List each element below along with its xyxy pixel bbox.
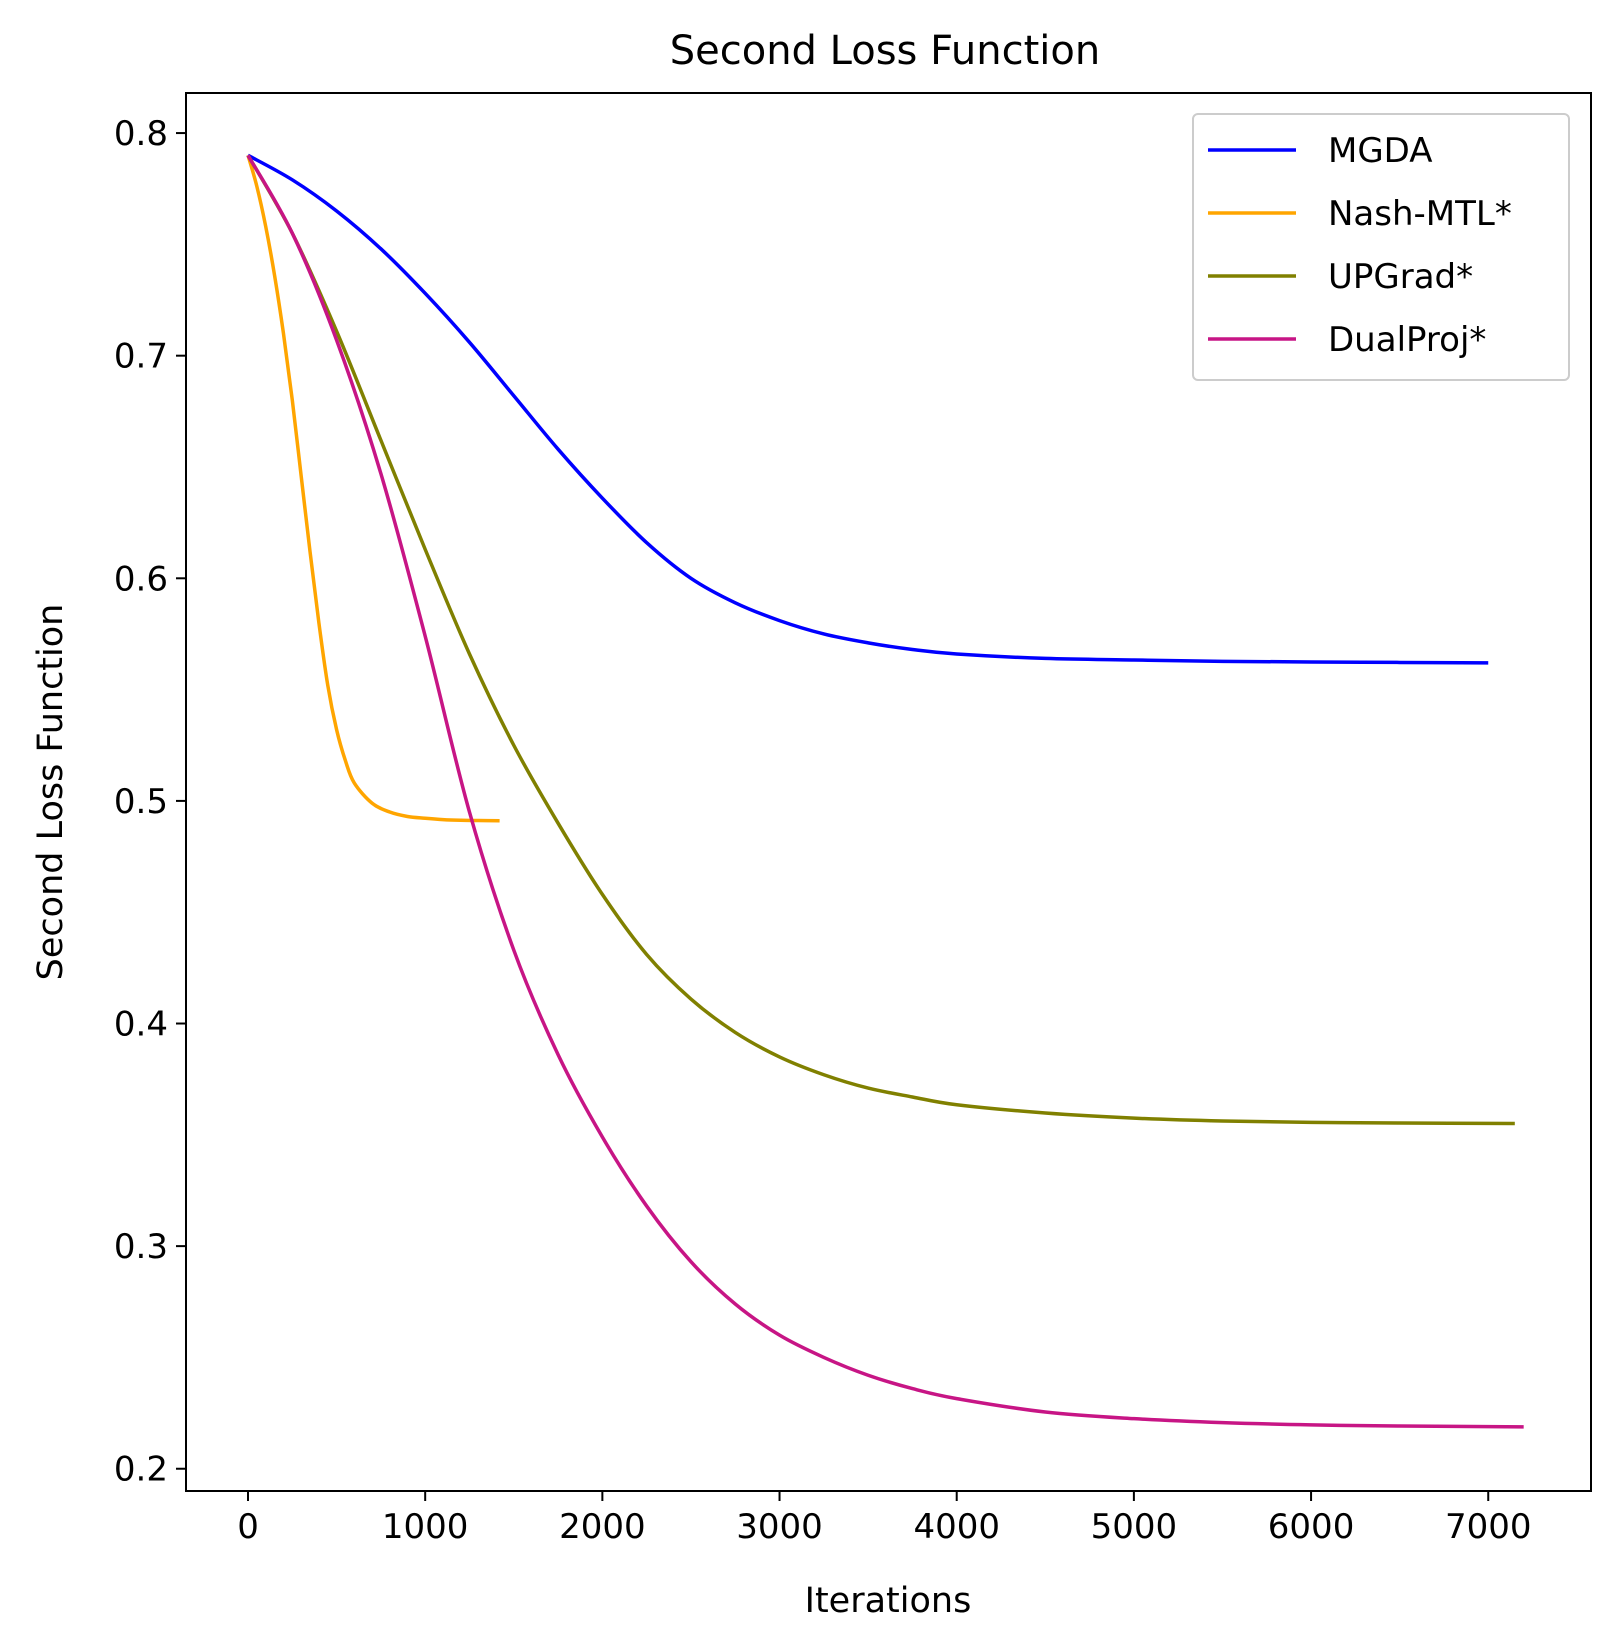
x-tick-label: 5000 <box>1091 1507 1178 1547</box>
x-axis-label: Iterations <box>805 1581 972 1621</box>
legend: MGDA Nash-MTL* UPGrad* DualProj* <box>1192 113 1570 381</box>
chart-title: Second Loss Function <box>670 28 1101 74</box>
x-tick-label: 7000 <box>1445 1507 1532 1547</box>
legend-label-0: MGDA <box>1328 131 1433 171</box>
y-tick-label: 0.7 <box>114 337 168 377</box>
y-tick-label: 0.2 <box>114 1450 168 1490</box>
legend-box <box>1192 113 1570 381</box>
x-axis: 0 1000 2000 3000 4000 5000 6000 7000 <box>237 1491 1532 1547</box>
legend-label-2: UPGrad* <box>1328 257 1473 297</box>
x-tick-label: 2000 <box>559 1507 646 1547</box>
x-tick-label: 6000 <box>1268 1507 1355 1547</box>
x-tick-label: 3000 <box>736 1507 823 1547</box>
y-tick-label: 0.3 <box>114 1227 168 1267</box>
y-axis-label: Second Loss Function <box>31 604 71 981</box>
legend-label-3: DualProj* <box>1328 320 1486 360</box>
series-line-3 <box>246 154 1524 1429</box>
series-line-2 <box>246 154 1515 1126</box>
x-tick-label: 4000 <box>913 1507 1000 1547</box>
y-tick-label: 0.5 <box>114 782 168 822</box>
y-tick-label: 0.8 <box>114 114 168 154</box>
y-tick-label: 0.4 <box>114 1005 168 1045</box>
x-tick-label: 1000 <box>382 1507 469 1547</box>
series-line-0 <box>247 153 1489 665</box>
plot-frame <box>185 92 1592 1492</box>
x-tick-label: 0 <box>237 1507 259 1547</box>
legend-label-1: Nash-MTL* <box>1328 194 1512 234</box>
series-line-1 <box>246 154 500 823</box>
y-tick-label: 0.6 <box>114 559 168 599</box>
series-layer <box>246 153 1524 1429</box>
y-axis: 0.2 0.3 0.4 0.5 0.6 0.7 0.8 <box>114 114 186 1490</box>
